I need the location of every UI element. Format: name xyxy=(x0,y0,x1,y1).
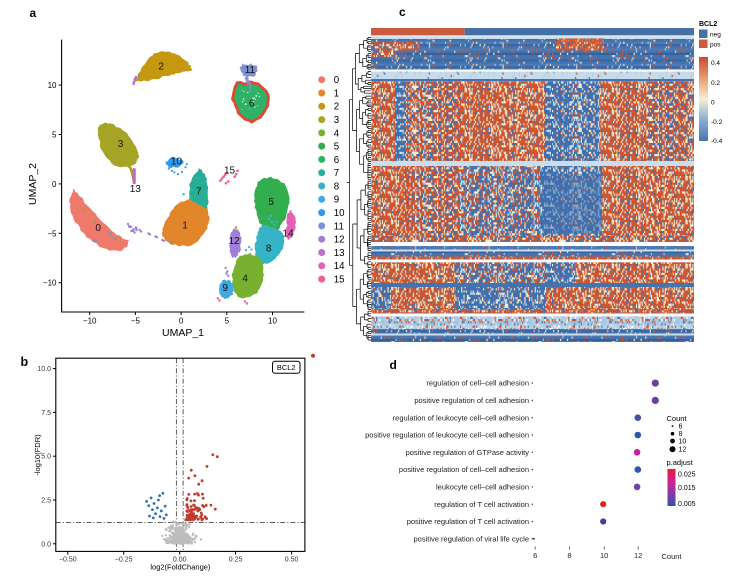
svg-text:12: 12 xyxy=(228,236,240,247)
svg-text:6: 6 xyxy=(533,551,537,560)
svg-text:regulation of leukocyte cell–c: regulation of leukocyte cell–cell adhesi… xyxy=(393,413,529,422)
svg-text:0.25: 0.25 xyxy=(229,557,243,564)
svg-text:-log10(FDR): -log10(FDR) xyxy=(33,434,42,476)
svg-text:13: 13 xyxy=(334,248,345,259)
svg-text:-0.2: -0.2 xyxy=(711,119,723,126)
svg-text:14: 14 xyxy=(334,261,345,272)
svg-text:13: 13 xyxy=(130,184,142,195)
svg-text:−10: −10 xyxy=(43,279,57,288)
svg-text:−0.25: −0.25 xyxy=(115,557,133,564)
svg-text:12: 12 xyxy=(334,235,345,246)
svg-text:10: 10 xyxy=(171,156,183,167)
svg-text:10: 10 xyxy=(334,208,345,219)
svg-text:10: 10 xyxy=(600,551,608,560)
svg-text:4: 4 xyxy=(242,274,248,285)
svg-text:BCL2: BCL2 xyxy=(699,21,717,28)
svg-text:15: 15 xyxy=(224,166,236,177)
svg-text:0: 0 xyxy=(179,317,184,326)
svg-text:6: 6 xyxy=(679,424,683,431)
svg-text:Count: Count xyxy=(662,552,683,561)
svg-text:Count: Count xyxy=(667,414,688,423)
svg-text:6: 6 xyxy=(249,98,255,109)
svg-text:11: 11 xyxy=(334,221,344,232)
svg-text:5: 5 xyxy=(334,142,339,153)
svg-text:7: 7 xyxy=(196,187,202,198)
svg-text:−10: −10 xyxy=(83,317,97,326)
svg-text:10: 10 xyxy=(679,439,687,446)
svg-text:8: 8 xyxy=(266,244,272,255)
svg-text:10: 10 xyxy=(268,317,277,326)
svg-text:0.025: 0.025 xyxy=(678,472,696,479)
svg-text:−5: −5 xyxy=(131,317,141,326)
svg-text:d: d xyxy=(390,358,397,372)
svg-text:leukocyte cell–cell adhesion: leukocyte cell–cell adhesion xyxy=(436,483,529,492)
svg-text:positive regulation of T cell: positive regulation of T cell activation xyxy=(407,517,529,526)
svg-text:9: 9 xyxy=(222,283,228,294)
svg-text:1: 1 xyxy=(334,88,339,99)
svg-text:3: 3 xyxy=(334,115,339,126)
svg-text:regulation of cell–cell adhesi: regulation of cell–cell adhesion xyxy=(426,379,529,388)
svg-text:15: 15 xyxy=(334,274,345,285)
svg-text:regulation of T cell activatio: regulation of T cell activation xyxy=(434,500,529,509)
svg-text:pos: pos xyxy=(710,42,721,49)
svg-text:a: a xyxy=(30,6,37,20)
svg-text:0.015: 0.015 xyxy=(678,485,696,492)
svg-text:1: 1 xyxy=(182,220,188,231)
svg-text:2.5: 2.5 xyxy=(41,498,51,505)
svg-text:5: 5 xyxy=(52,131,57,140)
svg-text:UMAP_1: UMAP_1 xyxy=(162,327,204,339)
svg-text:UMAP_2: UMAP_2 xyxy=(27,163,39,205)
svg-text:positive regulation of viral l: positive regulation of viral life cycle xyxy=(414,534,529,543)
svg-text:6: 6 xyxy=(334,155,339,166)
svg-text:5: 5 xyxy=(225,317,230,326)
svg-text:8: 8 xyxy=(334,181,339,192)
svg-text:8: 8 xyxy=(679,431,683,438)
svg-text:0: 0 xyxy=(711,100,715,107)
svg-text:neg: neg xyxy=(710,32,721,39)
svg-text:5: 5 xyxy=(268,197,274,208)
svg-text:−0.50: −0.50 xyxy=(59,557,77,564)
svg-text:BCL2: BCL2 xyxy=(277,363,296,372)
svg-text:positive regulation of GTPase: positive regulation of GTPase activity xyxy=(406,448,530,457)
svg-text:11: 11 xyxy=(245,65,256,76)
svg-text:2: 2 xyxy=(334,102,339,113)
svg-text:10: 10 xyxy=(48,81,57,90)
svg-text:0: 0 xyxy=(334,75,340,86)
svg-text:positive regulation of cell ad: positive regulation of cell adhesion xyxy=(414,396,529,405)
svg-text:5.0: 5.0 xyxy=(41,454,51,461)
svg-text:7.5: 7.5 xyxy=(41,410,51,417)
svg-text:0.005: 0.005 xyxy=(678,501,696,508)
svg-text:0.00: 0.00 xyxy=(173,557,187,564)
svg-text:0: 0 xyxy=(52,180,57,189)
svg-text:−5: −5 xyxy=(47,229,57,238)
svg-text:c: c xyxy=(399,5,406,19)
svg-text:0.2: 0.2 xyxy=(711,80,720,87)
svg-text:12: 12 xyxy=(679,447,687,454)
svg-text:7: 7 xyxy=(334,168,339,179)
svg-text:-0.4: -0.4 xyxy=(711,138,723,145)
svg-text:0.4: 0.4 xyxy=(711,60,720,67)
svg-text:3: 3 xyxy=(118,139,124,150)
svg-text:2: 2 xyxy=(158,61,164,72)
svg-text:0.50: 0.50 xyxy=(285,557,299,564)
svg-text:0: 0 xyxy=(95,223,101,234)
svg-text:log2(FoldChange): log2(FoldChange) xyxy=(150,563,211,572)
svg-text:positive regulation of cell–ce: positive regulation of cell–cell adhesio… xyxy=(399,465,529,474)
svg-text:b: b xyxy=(21,355,29,369)
svg-text:10.0: 10.0 xyxy=(37,366,51,373)
svg-text:4: 4 xyxy=(334,128,340,139)
svg-text:9: 9 xyxy=(334,195,339,206)
svg-text:p.adjust: p.adjust xyxy=(667,458,694,467)
svg-text:12: 12 xyxy=(634,551,642,560)
svg-text:14: 14 xyxy=(283,229,295,240)
svg-text:0.0: 0.0 xyxy=(41,541,51,548)
svg-text:positive regulation of leukocy: positive regulation of leukocyte cell–ce… xyxy=(365,431,529,440)
svg-text:8: 8 xyxy=(567,551,571,560)
